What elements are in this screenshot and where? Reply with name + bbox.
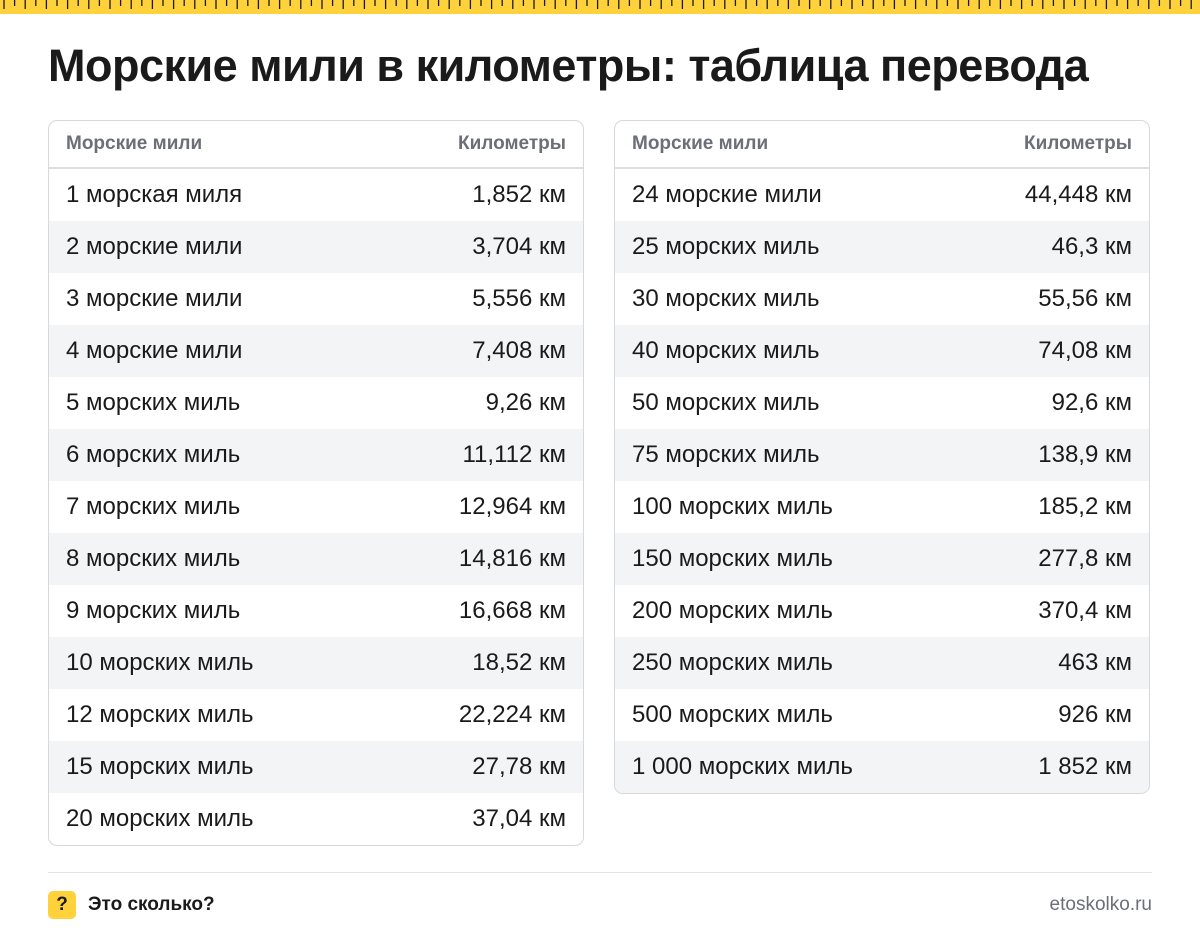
kilometers-cell: 463 км — [1058, 649, 1132, 676]
kilometers-cell: 46,3 км — [1051, 233, 1132, 260]
nautical-miles-cell: 150 морских миль — [632, 545, 833, 572]
nautical-miles-cell: 5 морских миль — [66, 389, 241, 416]
nautical-miles-cell: 50 морских миль — [632, 389, 820, 416]
nautical-miles-cell: 100 морских миль — [632, 493, 833, 520]
ruler-ticks — [3, 0, 1192, 9]
table-row: 1 морская миля 1,852 км — [49, 169, 583, 221]
table-row: 75 морских миль 138,9 км — [615, 429, 1149, 481]
column-header-kilometers: Километры — [458, 133, 566, 154]
nautical-miles-cell: 500 морских миль — [632, 701, 833, 728]
brand[interactable]: ? Это сколько? — [48, 891, 215, 919]
nautical-miles-cell: 9 морских миль — [66, 597, 241, 624]
table-row: 30 морских миль 55,56 км — [615, 273, 1149, 325]
table-row: 8 морских миль 14,816 км — [49, 533, 583, 585]
kilometers-cell: 27,78 км — [472, 753, 566, 780]
table-row: 250 морских миль 463 км — [615, 637, 1149, 689]
table-row: 500 морских миль 926 км — [615, 689, 1149, 741]
column-header-nautical-miles: Морские мили — [66, 133, 203, 154]
table-row: 150 морских миль 277,8 км — [615, 533, 1149, 585]
kilometers-cell: 14,816 км — [458, 545, 566, 572]
table-body: 24 морские мили 44,448 км 25 морских миль 4… — [615, 169, 1149, 793]
page-title: Морские мили в километры: таблица перево… — [48, 40, 1089, 91]
table-row: 12 морских миль 22,224 км — [49, 689, 583, 741]
question-mark-logo-icon: ? — [48, 891, 76, 919]
nautical-miles-cell: 1 морская миля — [66, 181, 243, 208]
table-body: 1 морская миля 1,852 км 2 морские мили 3,70… — [49, 169, 583, 845]
brand-name: Это сколько? — [88, 894, 215, 915]
table-row: 200 морских миль 370,4 км — [615, 585, 1149, 637]
nautical-miles-cell: 250 морских миль — [632, 649, 833, 676]
table-row: 25 морских миль 46,3 км — [615, 221, 1149, 273]
kilometers-cell: 1 852 км — [1038, 753, 1132, 780]
table-row: 7 морских миль 12,964 км — [49, 481, 583, 533]
table-row: 15 морских миль 27,78 км — [49, 741, 583, 793]
table-row: 9 морских миль 16,668 км — [49, 585, 583, 637]
table-row: 10 морских миль 18,52 км — [49, 637, 583, 689]
table-header: Морские мили Километры — [615, 121, 1149, 169]
kilometers-cell: 1,852 км — [472, 181, 566, 208]
nautical-miles-cell: 40 морских миль — [632, 337, 820, 364]
kilometers-cell: 138,9 км — [1038, 441, 1132, 468]
nautical-miles-cell: 7 морских миль — [66, 493, 241, 520]
table-row: 40 морских миль 74,08 км — [615, 325, 1149, 377]
site-link[interactable]: etoskolko.ru — [1049, 894, 1152, 915]
nautical-miles-cell: 12 морских миль — [66, 701, 254, 728]
table-row: 1 000 морских миль 1 852 км — [615, 741, 1149, 793]
nautical-miles-cell: 15 морских миль — [66, 753, 254, 780]
nautical-miles-cell: 1 000 морских миль — [632, 753, 853, 780]
table-row: 2 морские мили 3,704 км — [49, 221, 583, 273]
kilometers-cell: 18,52 км — [472, 649, 566, 676]
table-row: 20 морских миль 37,04 км — [49, 793, 583, 845]
kilometers-cell: 22,224 км — [458, 701, 566, 728]
kilometers-cell: 370,4 км — [1038, 597, 1132, 624]
ruler-decoration — [0, 0, 1200, 14]
kilometers-cell: 9,26 км — [485, 389, 566, 416]
table-row: 6 морских миль 11,112 км — [49, 429, 583, 481]
nautical-miles-cell: 24 морские мили — [632, 181, 822, 208]
kilometers-cell: 55,56 км — [1038, 285, 1132, 312]
kilometers-cell: 277,8 км — [1038, 545, 1132, 572]
nautical-miles-cell: 2 морские мили — [66, 233, 243, 260]
nautical-miles-cell: 20 морских миль — [66, 805, 254, 832]
kilometers-cell: 92,6 км — [1051, 389, 1132, 416]
table-row: 5 морских миль 9,26 км — [49, 377, 583, 429]
nautical-miles-cell: 200 морских миль — [632, 597, 833, 624]
kilometers-cell: 185,2 км — [1038, 493, 1132, 520]
kilometers-cell: 926 км — [1058, 701, 1132, 728]
kilometers-cell: 3,704 км — [472, 233, 566, 260]
nautical-miles-cell: 8 морских миль — [66, 545, 241, 572]
kilometers-cell: 37,04 км — [472, 805, 566, 832]
kilometers-cell: 7,408 км — [472, 337, 566, 364]
footer: ? Это сколько? etoskolko.ru — [48, 890, 1152, 920]
column-header-nautical-miles: Морские мили — [632, 133, 769, 154]
kilometers-cell: 74,08 км — [1038, 337, 1132, 364]
nautical-miles-cell: 3 морские мили — [66, 285, 243, 312]
table-row: 100 морских миль 185,2 км — [615, 481, 1149, 533]
kilometers-cell: 5,556 км — [472, 285, 566, 312]
nautical-miles-cell: 4 морские мили — [66, 337, 243, 364]
kilometers-cell: 12,964 км — [458, 493, 566, 520]
conversion-table-left: Морские мили Километры 1 морская миля 1,8… — [48, 120, 584, 846]
nautical-miles-cell: 30 морских миль — [632, 285, 820, 312]
nautical-miles-cell: 10 морских миль — [66, 649, 254, 676]
table-row: 50 морских миль 92,6 км — [615, 377, 1149, 429]
table-row: 24 морские мили 44,448 км — [615, 169, 1149, 221]
kilometers-cell: 44,448 км — [1024, 181, 1132, 208]
column-header-kilometers: Километры — [1024, 133, 1132, 154]
nautical-miles-cell: 25 морских миль — [632, 233, 820, 260]
nautical-miles-cell: 75 морских миль — [632, 441, 820, 468]
table-row: 4 морские мили 7,408 км — [49, 325, 583, 377]
footer-divider — [48, 872, 1152, 873]
conversion-table-right: Морские мили Километры 24 морские мили 44… — [614, 120, 1150, 794]
kilometers-cell: 16,668 км — [458, 597, 566, 624]
table-header: Морские мили Километры — [49, 121, 583, 169]
table-row: 3 морские мили 5,556 км — [49, 273, 583, 325]
nautical-miles-cell: 6 морских миль — [66, 441, 241, 468]
kilometers-cell: 11,112 км — [462, 441, 566, 468]
